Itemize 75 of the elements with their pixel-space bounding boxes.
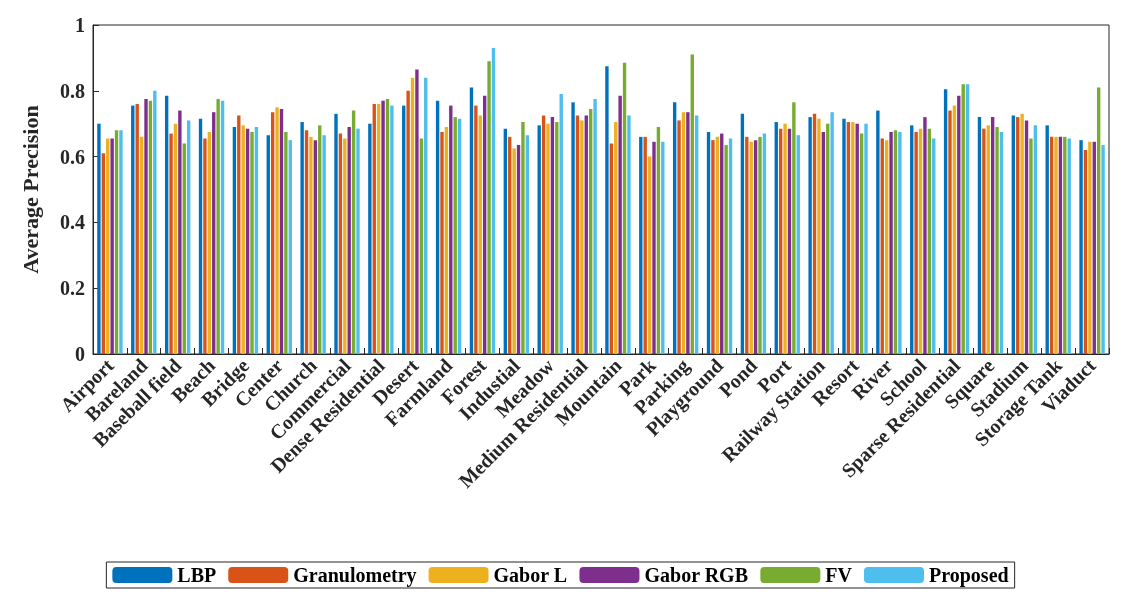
bar — [995, 126, 999, 354]
bar — [783, 123, 787, 354]
bar — [627, 115, 631, 354]
y-tick-label: 0.6 — [60, 145, 85, 168]
bar — [153, 90, 157, 354]
y-tick-label: 0.2 — [60, 277, 85, 300]
y-tick-label: 0.4 — [60, 211, 85, 234]
bar — [178, 110, 182, 354]
legend-label: Gabor RGB — [644, 564, 748, 586]
bar — [334, 113, 338, 354]
legend-label: Granulometry — [293, 564, 417, 587]
bar — [406, 90, 410, 354]
bar — [618, 95, 622, 354]
legend-label: Gabor L — [493, 564, 568, 586]
bar — [110, 138, 114, 354]
bar — [512, 148, 516, 354]
bar — [144, 99, 148, 354]
bar — [914, 131, 918, 354]
bar — [677, 120, 681, 354]
y-axis-title: Average Precision — [17, 105, 43, 274]
bar — [571, 102, 575, 354]
bar — [169, 133, 173, 354]
bar — [216, 99, 220, 354]
bar — [792, 102, 796, 354]
y-tick-label: 1 — [75, 14, 85, 36]
bar — [593, 99, 597, 354]
bar — [830, 112, 834, 354]
bar — [876, 110, 880, 354]
bar — [203, 138, 207, 354]
bar — [724, 145, 728, 354]
legend-label: Proposed — [929, 564, 1009, 587]
bar — [309, 136, 313, 354]
bar — [948, 110, 952, 354]
bar — [368, 123, 372, 354]
bar — [1029, 138, 1033, 354]
bar — [923, 117, 927, 354]
bar — [1088, 141, 1092, 354]
bar — [1020, 113, 1024, 354]
bar — [275, 107, 279, 354]
bar — [817, 118, 821, 354]
bar — [474, 105, 478, 354]
bar — [390, 105, 394, 354]
y-tick-label: 0 — [75, 343, 85, 365]
bar — [284, 131, 288, 354]
bar — [898, 131, 902, 354]
bar — [521, 122, 525, 354]
bar — [356, 128, 360, 354]
bar — [487, 61, 491, 354]
bar — [440, 131, 444, 354]
bar — [864, 123, 868, 354]
bar — [381, 100, 385, 354]
bar — [605, 66, 609, 354]
bar — [546, 123, 550, 354]
bar — [842, 118, 846, 354]
bar — [415, 69, 419, 354]
bar — [97, 123, 101, 354]
bar — [889, 131, 893, 354]
legend-label: FV — [825, 564, 853, 586]
bar — [982, 128, 986, 354]
bar — [580, 120, 584, 354]
bar — [808, 117, 812, 354]
bar — [322, 135, 326, 354]
y-tick-label: 0.8 — [60, 79, 85, 102]
legend-label: LBP — [177, 564, 217, 586]
bar — [661, 141, 665, 354]
bar — [250, 131, 254, 354]
bar — [300, 122, 304, 354]
bar — [1079, 140, 1083, 354]
bar — [1054, 136, 1058, 354]
bar — [119, 130, 123, 354]
bar — [711, 140, 715, 354]
bar — [686, 112, 690, 354]
bar — [1101, 145, 1105, 354]
bar — [652, 141, 656, 354]
bar — [758, 136, 762, 354]
